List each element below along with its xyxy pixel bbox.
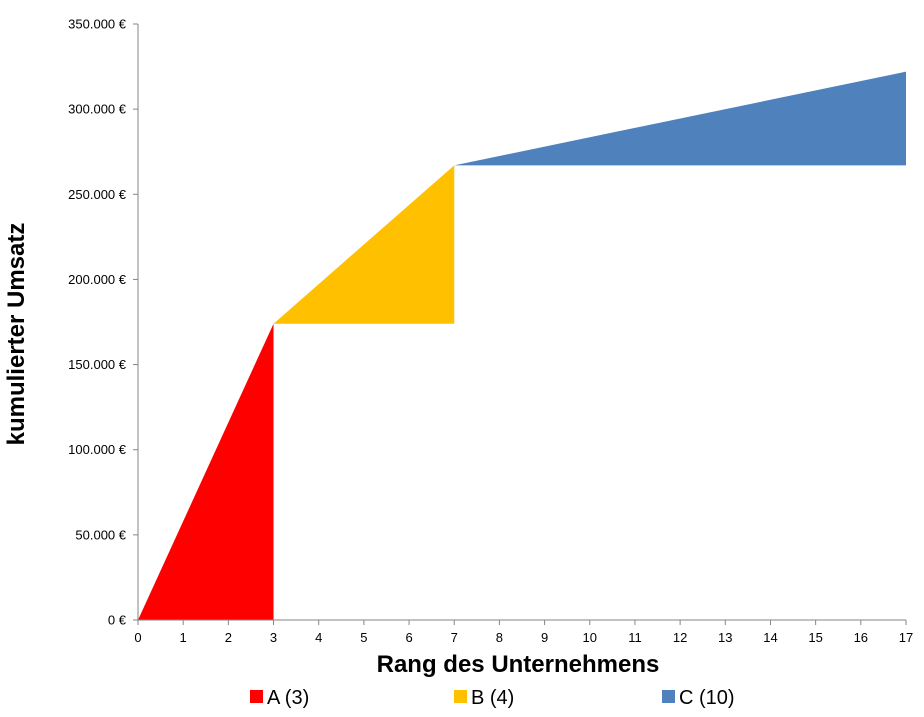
x-tick-label: 8 xyxy=(496,630,503,645)
x-tick-label: 9 xyxy=(541,630,548,645)
area-series-1 xyxy=(273,165,455,324)
y-tick-label: 350.000 € xyxy=(68,17,127,32)
legend-swatch xyxy=(250,690,263,703)
legend: A (3) B (4) C (10) xyxy=(250,687,735,709)
x-tick-label: 4 xyxy=(315,630,322,645)
y-tick-label: 50.000 € xyxy=(75,527,126,542)
y-tick-label: 300.000 € xyxy=(68,102,127,117)
axes xyxy=(133,23,907,625)
y-tick-labels: 0 € 50.000 € 100.000 € 150.000 € 200.000 € 25… xyxy=(68,17,127,628)
x-tick-label: 1 xyxy=(180,630,187,645)
x-tick-label: 5 xyxy=(360,630,367,645)
x-tick-label: 2 xyxy=(225,630,232,645)
x-tick-label: 10 xyxy=(583,630,597,645)
x-tick-label: 6 xyxy=(405,630,412,645)
area-series-group xyxy=(138,71,906,620)
y-axis-title: kumulierter Umsatz xyxy=(3,223,30,446)
x-tick-label: 17 xyxy=(899,630,913,645)
x-tick-label: 11 xyxy=(628,630,642,645)
legend-swatch xyxy=(662,690,675,703)
legend-label: B (4) xyxy=(471,687,514,709)
y-tick-label: 0 € xyxy=(108,613,127,628)
x-tick-label: 0 xyxy=(134,630,141,645)
y-tick-label: 200.000 € xyxy=(68,272,127,287)
y-tick-label: 100.000 € xyxy=(68,442,127,457)
x-tick-label: 13 xyxy=(718,630,732,645)
x-axis-title: Rang des Unternehmens xyxy=(377,651,660,678)
y-tick-label: 150.000 € xyxy=(68,357,127,372)
x-tick-label: 7 xyxy=(451,630,458,645)
legend-label: A (3) xyxy=(267,687,309,709)
x-tick-label: 16 xyxy=(854,630,868,645)
x-tick-label: 15 xyxy=(808,630,822,645)
x-tick-labels: 0 1 2 3 4 5 6 7 8 9 10 11 12 13 14 15 16 17 xyxy=(134,630,913,645)
x-tick-label: 12 xyxy=(673,630,687,645)
area-series-2 xyxy=(454,71,906,166)
x-tick-label: 3 xyxy=(270,630,277,645)
legend-label: C (10) xyxy=(679,687,735,709)
y-tick-label: 250.000 € xyxy=(68,187,127,202)
legend-swatch xyxy=(454,690,467,703)
area-series-0 xyxy=(138,323,274,620)
x-tick-label: 14 xyxy=(763,630,777,645)
